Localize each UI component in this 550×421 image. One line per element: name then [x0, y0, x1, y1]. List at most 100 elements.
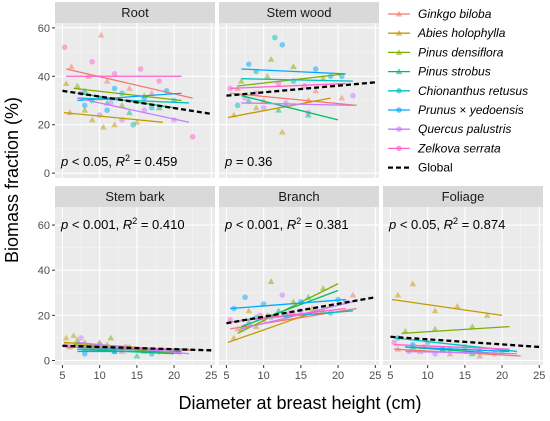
data-point [290, 63, 297, 70]
data-point [61, 44, 68, 51]
y-tick-label: 0 [44, 168, 50, 180]
legend-label: Pinus strobus [418, 65, 491, 79]
data-point [108, 100, 114, 106]
data-point [476, 352, 484, 359]
data-point [104, 107, 110, 113]
x-tick-label: 10 [258, 370, 270, 382]
minor-grid [219, 23, 379, 178]
x-tick-label: 5 [223, 370, 229, 382]
regression-lines [226, 68, 376, 121]
species-fit-line [241, 95, 339, 121]
data-point [338, 94, 346, 101]
data-point [253, 90, 260, 97]
legend-item: Chionanthus retusus [388, 84, 528, 98]
data-point [242, 294, 248, 301]
legend-item: Abies holophylla [388, 26, 506, 40]
y-tick-label: 40 [38, 71, 50, 83]
panel-root: Root p < 0.05, R2 = 0.459 0 20 40 60 [38, 2, 215, 180]
y-tick-label: 60 [38, 23, 50, 35]
data-point [141, 107, 148, 113]
species-fit-line [230, 92, 357, 106]
x-tick-label: 5 [387, 370, 393, 382]
x-tick-label: 20 [168, 370, 180, 382]
panel-foliage: Foliage p < 0.05, R2 = 0.874 5 10 15 20 25 [383, 186, 545, 382]
species-fit-line [241, 289, 339, 328]
plot-background [219, 207, 379, 365]
data-point [148, 89, 156, 96]
data-point [107, 334, 115, 341]
panel-strip [219, 186, 379, 207]
legend-label: Abies holophylla [417, 26, 506, 40]
data-point [89, 58, 96, 65]
legend-label: Prunus × yedoensis [418, 103, 524, 117]
y-tick-label: 20 [38, 120, 50, 132]
data-point [431, 325, 439, 332]
data-point [81, 102, 88, 109]
x-axis-ticks: 5 10 15 20 25 [59, 365, 217, 382]
species-fit-line [77, 92, 182, 102]
data-point [189, 134, 196, 140]
data-point [279, 292, 286, 298]
data-point [312, 87, 320, 94]
data-point [62, 80, 70, 87]
data-point [74, 82, 81, 89]
legend-label: Chionanthus retusus [418, 84, 528, 98]
legend-marker [396, 126, 402, 132]
species-fit-line [230, 307, 346, 323]
data-point [267, 56, 275, 62]
legend-marker [395, 10, 403, 17]
major-grid [383, 207, 543, 365]
data-point [81, 350, 88, 357]
data-point [238, 77, 245, 84]
x-tick-label: 20 [332, 370, 344, 382]
data-point [227, 317, 233, 323]
data-point [245, 307, 253, 314]
x-axis-ticks: 5 10 15 20 25 [223, 365, 381, 382]
data-point [70, 332, 77, 339]
panel-title: Foliage [442, 189, 485, 204]
x-tick-label: 10 [422, 370, 434, 382]
data-point [431, 307, 439, 314]
data-point [97, 31, 105, 38]
data-point [252, 323, 260, 330]
y-axis-title: Biomass fraction (%) [2, 97, 22, 263]
major-grid [219, 207, 379, 365]
data-point [260, 104, 267, 111]
x-axis-title: Diameter at breast height (cm) [178, 393, 421, 413]
legend-marker [396, 145, 402, 152]
legend-label: Global [418, 161, 453, 175]
legend-label: Pinus densiflora [418, 45, 504, 59]
data-point [252, 104, 260, 111]
data-point [483, 312, 491, 318]
legend-marker [396, 88, 402, 94]
data-point [272, 34, 278, 41]
stat-annotation: p = 0.36 [224, 154, 272, 169]
data-point [126, 109, 133, 116]
data-point [111, 71, 118, 77]
data-point [111, 121, 118, 128]
stat-annotation: p < 0.05, R2 = 0.874 [388, 216, 505, 232]
panel-title: Stem wood [266, 5, 331, 20]
minor-grid [383, 207, 543, 365]
species-fit-line [394, 344, 510, 350]
data-point [148, 104, 155, 111]
legend-label: Zelkova serrata [417, 141, 501, 155]
stat-annotation: p < 0.05, R2 = 0.459 [60, 153, 177, 169]
data-point [391, 339, 397, 346]
panel-strip [55, 2, 215, 23]
data-point [137, 66, 144, 72]
species-fit-line [241, 102, 353, 106]
y-tick-label: 40 [38, 265, 50, 277]
legend-marker [395, 49, 403, 55]
species-fit-line [241, 301, 354, 330]
data-point [446, 350, 454, 357]
global-fit-line [390, 335, 540, 349]
regression-lines [62, 341, 212, 355]
data-point [469, 323, 476, 330]
data-point [133, 352, 141, 359]
legend-item: Prunus × yedoensis [388, 103, 524, 117]
stat-annotation: p < 0.001, R2 = 0.410 [60, 216, 185, 232]
y-axis-ticks: 0 20 40 60 [38, 220, 55, 367]
data-point [290, 298, 297, 305]
